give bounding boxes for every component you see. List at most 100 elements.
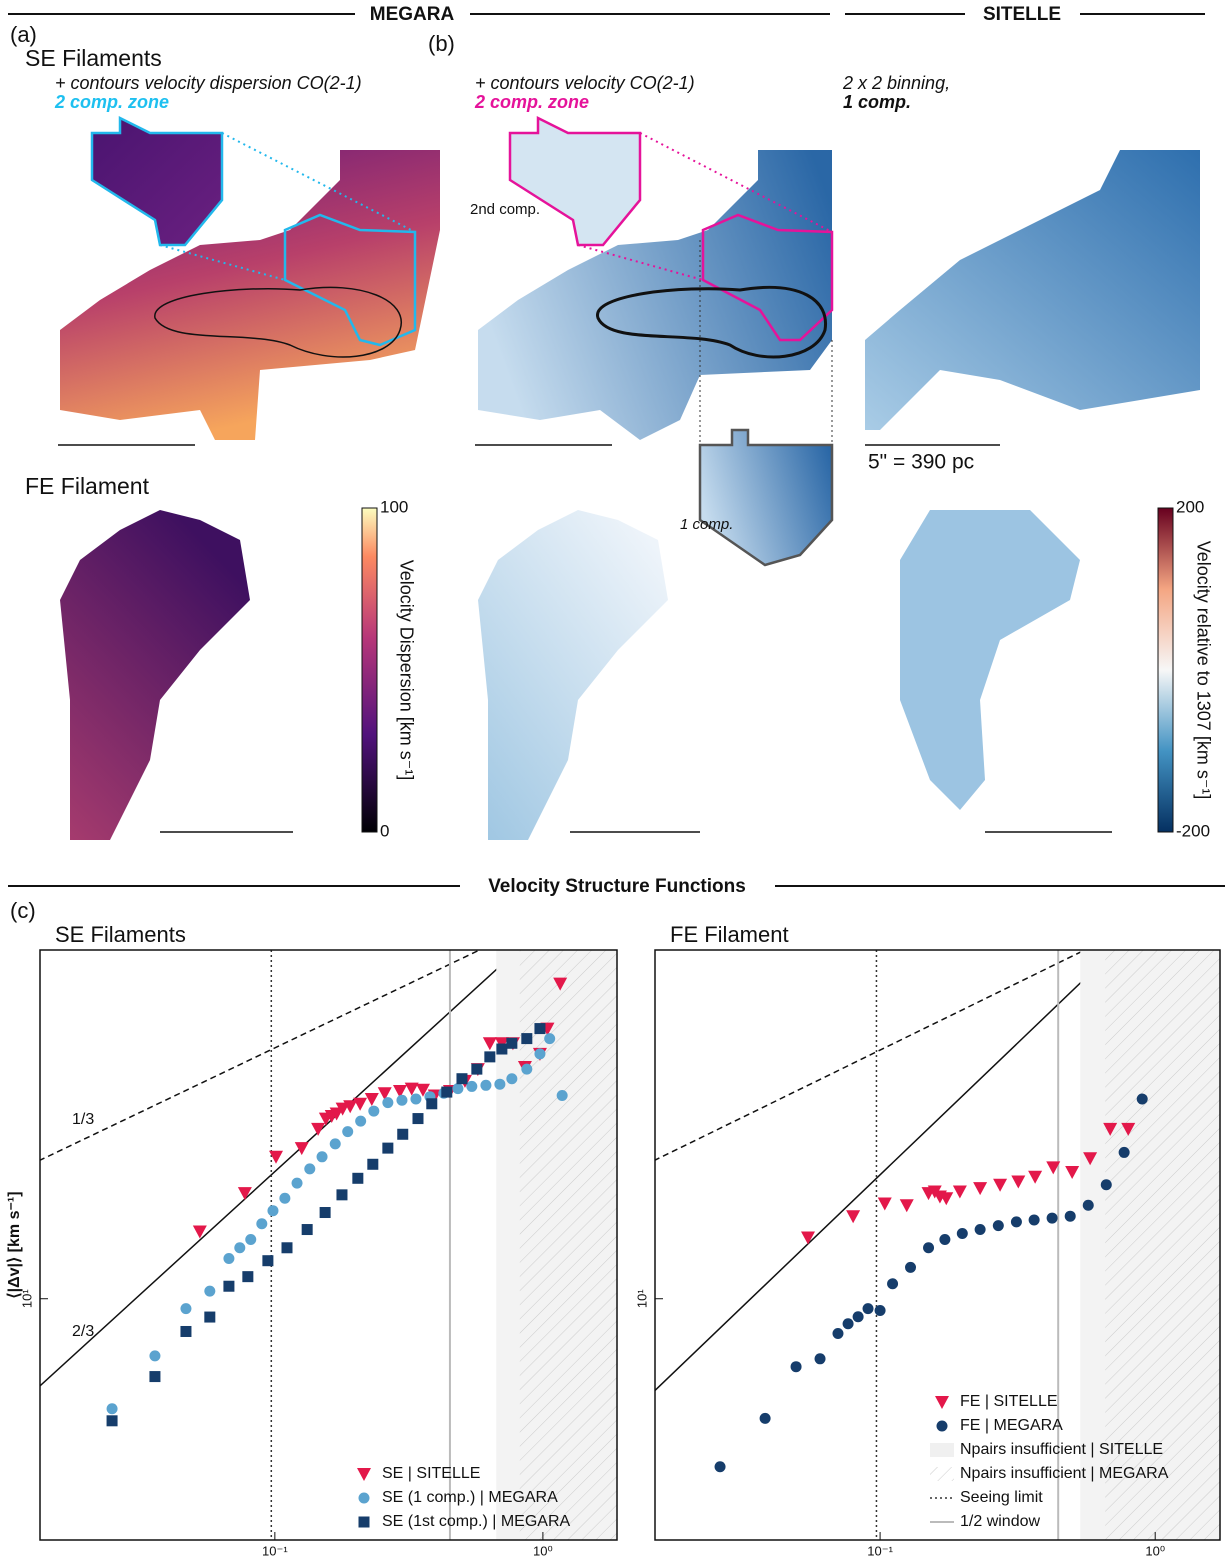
- annotation: 2nd comp.: [470, 201, 540, 218]
- marker: [256, 1218, 268, 1230]
- marker: [180, 1325, 192, 1337]
- legend-label: Seeing limit: [960, 1489, 1043, 1506]
- connector: [221, 132, 416, 233]
- contour: [596, 285, 828, 359]
- legend-label: FE | MEGARA: [960, 1417, 1063, 1434]
- legend-marker: [358, 1492, 370, 1504]
- marker: [426, 1098, 438, 1110]
- marker: [192, 1225, 207, 1239]
- marker: [237, 1187, 252, 1201]
- marker: [790, 1361, 802, 1373]
- zone-outline: [701, 213, 834, 342]
- legend-swatch: [930, 1443, 954, 1457]
- marker: [242, 1271, 254, 1283]
- marker: [484, 1051, 496, 1063]
- marker: [862, 1303, 874, 1315]
- marker: [1065, 1165, 1080, 1179]
- marker: [877, 1197, 892, 1211]
- marker: [1011, 1175, 1026, 1189]
- map: [60, 510, 250, 840]
- marker: [397, 1128, 409, 1140]
- marker: [952, 1185, 967, 1199]
- slope-line: [655, 950, 1116, 1392]
- panel-label: (b): [428, 31, 455, 56]
- colorbar-tick: 0: [380, 821, 389, 840]
- legend-marker: [936, 1420, 948, 1432]
- plot-frame: [39, 949, 618, 1541]
- marker: [899, 1199, 914, 1213]
- marker: [1082, 1199, 1094, 1211]
- header: Velocity Structure Functions: [488, 876, 746, 897]
- panel-title: FE Filament: [25, 473, 150, 499]
- marker: [106, 1403, 118, 1415]
- y-tick-label: 10¹: [19, 1289, 34, 1308]
- marker: [106, 1415, 118, 1427]
- marker: [887, 1278, 899, 1290]
- marker: [1100, 1179, 1112, 1191]
- marker: [245, 1234, 257, 1246]
- marker: [506, 1073, 518, 1085]
- marker: [223, 1252, 235, 1264]
- marker: [1136, 1093, 1148, 1105]
- plot-frame: [654, 949, 1221, 1541]
- colorbar: [361, 507, 378, 833]
- colorbar-tick: 100: [380, 497, 408, 516]
- legend-label: FE | SITELLE: [960, 1393, 1058, 1410]
- marker: [842, 1318, 854, 1330]
- hatch-megara: [1105, 950, 1220, 1540]
- marker: [874, 1305, 886, 1317]
- map: [478, 150, 832, 440]
- map: [60, 150, 440, 440]
- legend-label: Npairs insufficient | SITELLE: [960, 1441, 1163, 1458]
- legend-label: 1/2 window: [960, 1513, 1040, 1530]
- marker: [377, 1087, 392, 1101]
- marker: [262, 1255, 274, 1267]
- contour: [154, 286, 403, 358]
- marker: [396, 1094, 408, 1106]
- x-tick-label: 10⁰: [533, 1543, 553, 1558]
- marker: [1103, 1122, 1118, 1136]
- marker: [759, 1412, 771, 1424]
- subtitle: + contours velocity CO(2-1): [475, 73, 695, 93]
- marker: [1083, 1152, 1098, 1166]
- marker: [494, 1078, 506, 1090]
- slope-lines: [40, 950, 519, 1387]
- subtitle: 1 comp.: [843, 92, 911, 112]
- x-tick-label: 10⁻¹: [262, 1543, 288, 1558]
- marker: [353, 1097, 368, 1111]
- connector: [577, 244, 704, 281]
- legend-marker: [935, 1396, 949, 1409]
- y-tick-label: 10¹: [634, 1289, 649, 1308]
- marker: [304, 1163, 316, 1175]
- marker: [316, 1151, 328, 1163]
- colorbar-label: Velocity Dispersion [km s⁻¹]: [396, 560, 416, 781]
- marker: [223, 1280, 235, 1292]
- legend-marker: [357, 1468, 371, 1481]
- marker: [534, 1048, 546, 1060]
- marker: [1010, 1216, 1022, 1228]
- marker: [410, 1093, 422, 1105]
- marker: [993, 1178, 1008, 1192]
- marker: [311, 1122, 326, 1136]
- marker: [714, 1461, 726, 1473]
- connector: [639, 132, 833, 233]
- map-inset: [90, 115, 224, 247]
- colorbar: [1157, 507, 1174, 833]
- marker: [544, 1033, 556, 1045]
- headers: [8, 13, 1225, 887]
- marker: [471, 1063, 483, 1075]
- marker: [992, 1220, 1004, 1232]
- marker: [180, 1303, 192, 1315]
- y-axis-label: ⟨|Δv|⟩ [km s⁻¹]: [6, 1191, 23, 1298]
- marker: [404, 1082, 419, 1096]
- marker: [343, 1100, 358, 1114]
- marker: [553, 977, 568, 991]
- marker: [846, 1210, 861, 1224]
- marker: [801, 1231, 816, 1245]
- colorbar-label: Velocity relative to 1307 [km s⁻¹]: [1193, 541, 1213, 800]
- marker: [204, 1285, 216, 1297]
- marker: [939, 1234, 951, 1246]
- legend-label: SE (1st comp.) | MEGARA: [382, 1513, 571, 1530]
- marker: [364, 1093, 379, 1107]
